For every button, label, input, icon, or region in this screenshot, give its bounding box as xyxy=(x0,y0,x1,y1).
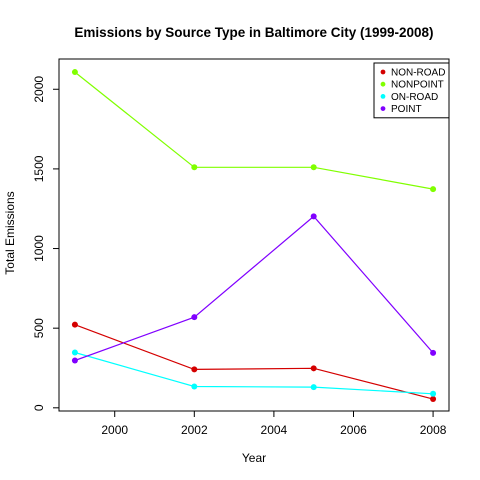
point-nonpoint-2002 xyxy=(191,164,197,170)
legend-label-on-road: ON-ROAD xyxy=(391,92,438,103)
point-point-1999 xyxy=(72,358,78,364)
legend-label-non-road: NON-ROAD xyxy=(391,68,445,79)
point-on-road-2005 xyxy=(311,384,317,390)
point-nonpoint-2008 xyxy=(430,186,436,192)
point-on-road-1999 xyxy=(72,350,78,356)
x-tick-label-2004: 2004 xyxy=(261,423,288,437)
legend-marker-nonpoint xyxy=(381,82,386,87)
x-tick-label-2008: 2008 xyxy=(420,423,447,437)
y-tick-label-2000: 2000 xyxy=(32,76,46,103)
point-non-road-1999 xyxy=(72,322,78,328)
legend-label-point: POINT xyxy=(391,104,422,115)
chart-title: Emissions by Source Type in Baltimore Ci… xyxy=(74,25,433,40)
y-tick-label-1500: 1500 xyxy=(32,155,46,182)
y-axis-label: Total Emissions xyxy=(3,191,17,274)
legend-label-nonpoint: NONPOINT xyxy=(391,80,444,91)
point-on-road-2002 xyxy=(191,383,197,389)
point-nonpoint-1999 xyxy=(72,69,78,75)
series-line-point xyxy=(75,216,433,360)
legend-marker-non-road xyxy=(381,70,386,75)
point-non-road-2005 xyxy=(311,365,317,371)
y-tick-label-1000: 1000 xyxy=(32,235,46,262)
plot-area: 2000 2002 2004 2006 2008 0 500 1000 1500 2000 NON-… xyxy=(32,59,449,437)
y-tick-label-0: 0 xyxy=(32,404,46,411)
x-tick-label-2006: 2006 xyxy=(340,423,367,437)
x-tick-label-2002: 2002 xyxy=(181,423,208,437)
point-point-2005 xyxy=(311,213,317,219)
x-axis-label: Year xyxy=(242,451,266,465)
point-on-road-2008 xyxy=(430,391,436,397)
x-tick-label-2000: 2000 xyxy=(101,423,128,437)
point-point-2002 xyxy=(191,314,197,320)
point-point-2008 xyxy=(430,350,436,356)
legend-marker-on-road xyxy=(381,94,386,99)
point-nonpoint-2005 xyxy=(311,164,317,170)
y-tick-label-500: 500 xyxy=(32,318,46,338)
series-line-on-road xyxy=(75,353,433,394)
series-line-non-road xyxy=(75,325,433,399)
point-non-road-2008 xyxy=(430,396,436,402)
point-non-road-2002 xyxy=(191,366,197,372)
legend-marker-point xyxy=(381,106,386,111)
